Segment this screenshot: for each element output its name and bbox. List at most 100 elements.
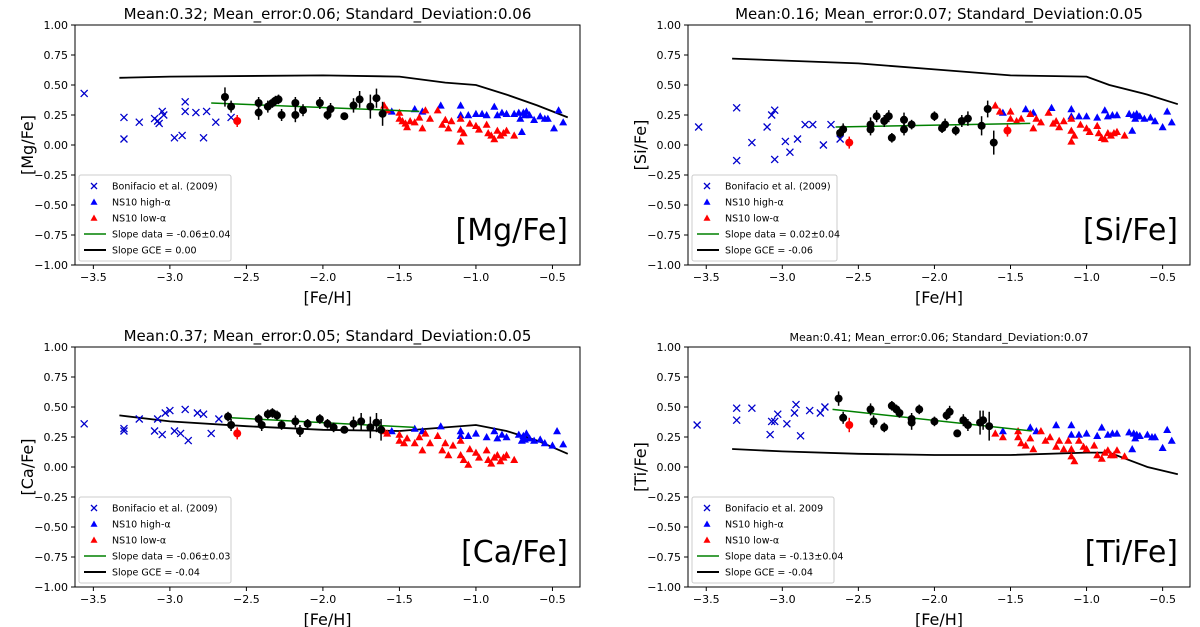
sample-point: [979, 416, 988, 425]
low-alpha-point: [1006, 114, 1015, 122]
y-tick-label: 0.00: [44, 461, 69, 474]
y-tick-label: 0.75: [657, 49, 682, 62]
y-axis-label: [Si/Fe]: [631, 120, 650, 171]
low-alpha-point: [395, 430, 404, 438]
bonifacio-point: [792, 400, 800, 409]
high-alpha-point: [471, 109, 480, 117]
low-alpha-point: [1067, 126, 1076, 134]
high-alpha-point: [536, 435, 545, 443]
low-alpha-point: [441, 115, 450, 123]
low-alpha-point: [487, 131, 496, 139]
bonifacio-point: [150, 427, 159, 435]
legend-cross-icon: [90, 182, 98, 190]
sample-point: [303, 419, 312, 428]
y-tick-label: −0.25: [647, 169, 681, 182]
x-tick-label: −3.0: [769, 271, 796, 284]
sample-point: [273, 411, 281, 420]
y-tick-label: −1.00: [647, 581, 681, 594]
high-alpha-point: [1140, 114, 1149, 122]
low-alpha-point: [395, 436, 404, 444]
x-tick-label: −2.5: [845, 271, 872, 284]
sample-point: [945, 407, 954, 416]
bonifacio-point: [820, 403, 829, 411]
high-alpha-point: [502, 433, 511, 441]
y-tick-label: −1.00: [34, 581, 68, 594]
low-alpha-point: [1021, 441, 1030, 449]
high-alpha-point: [514, 430, 523, 438]
bonifacio-point: [766, 430, 775, 439]
high-alpha-point: [1125, 428, 1134, 436]
legend-label: NS10 low-α: [112, 536, 166, 547]
sample-point: [378, 109, 387, 118]
bonifacio-point: [808, 120, 817, 129]
x-axis-label: [Fe/H]: [915, 610, 963, 627]
high-alpha-point: [436, 101, 445, 109]
bonifacio-point: [694, 123, 703, 131]
low-alpha-point: [410, 118, 419, 126]
low-alpha-point: [448, 441, 457, 449]
legend-label: NS10 low-α: [112, 214, 166, 225]
high-alpha-point: [530, 436, 539, 444]
bonifacio-point: [767, 417, 776, 426]
high-alpha-point: [1125, 109, 1134, 117]
legend-label: Slope data = -0.06±0.04: [112, 230, 230, 241]
bonifacio-point: [770, 155, 779, 164]
high-alpha-point: [998, 427, 1007, 435]
low-alpha-point: [426, 439, 435, 447]
high-alpha-point: [516, 114, 525, 122]
low-alpha-point: [465, 445, 474, 453]
high-alpha-point: [548, 441, 557, 449]
bonifacio-point: [693, 421, 702, 429]
high-alpha-point: [536, 112, 545, 120]
high-alpha-point: [1021, 105, 1030, 113]
low-alpha-point: [1052, 442, 1061, 450]
low-alpha-point: [995, 107, 1004, 115]
low-alpha-point: [441, 439, 450, 447]
x-tick-label: −1.5: [386, 271, 413, 284]
bonifacio-point: [796, 431, 805, 440]
legend-label: Slope GCE = -0.04: [725, 568, 813, 579]
low-alpha-point: [421, 429, 430, 437]
panel-cafe: −3.5 −3.0 −2.5 −2.0 −1.5 −1.0 −0.5 1.00 0.75 0.50…: [18, 327, 581, 627]
bonifacio-point: [790, 409, 799, 417]
sample-point: [291, 99, 300, 107]
low-alpha-point: [1070, 131, 1079, 139]
bonifacio-point: [770, 417, 779, 426]
chart-title: Mean:0.37; Mean_error:0.05; Standard_Dev…: [124, 327, 532, 346]
high-alpha-point: [464, 111, 473, 119]
low-alpha-point: [1120, 131, 1129, 139]
low-alpha-point: [410, 439, 419, 447]
high-alpha-point: [1093, 431, 1102, 439]
bonifacio-point: [120, 427, 128, 435]
low-alpha-point: [1017, 439, 1026, 447]
low-alpha-point: [482, 120, 491, 128]
bonifacio-point: [747, 138, 756, 147]
low-alpha-point: [1029, 445, 1038, 453]
x-tick-label: −1.0: [463, 593, 490, 606]
low-alpha-point: [426, 114, 435, 122]
legend-triangle-icon: [703, 520, 711, 527]
bonifacio-point: [211, 118, 220, 127]
y-tick-label: −0.75: [647, 551, 681, 564]
high-alpha-point: [1143, 430, 1152, 438]
high-alpha-point: [1067, 105, 1076, 113]
bonifacio-point: [805, 406, 814, 415]
bonifacio-point: [214, 415, 223, 423]
x-tick-label: −3.5: [693, 593, 720, 606]
high-alpha-point: [482, 433, 491, 441]
legend-cross-icon: [703, 182, 711, 190]
y-tick-label: 0.25: [44, 109, 69, 122]
high-alpha-point: [543, 114, 552, 122]
sample-point: [372, 94, 381, 103]
x-tick-label: −2.0: [921, 271, 948, 284]
low-alpha-point: [456, 451, 465, 459]
legend-label: Slope GCE = -0.06: [725, 246, 813, 257]
sample-point-red: [845, 138, 854, 147]
low-alpha-point: [383, 429, 392, 437]
sample-point-red: [233, 117, 242, 125]
axes-frame: [74, 346, 581, 588]
low-alpha-point: [403, 434, 412, 442]
y-tick-label: 0.00: [44, 139, 69, 152]
sample-point: [915, 405, 924, 414]
legend-label: Bonifacio et al. (2009): [112, 504, 218, 515]
